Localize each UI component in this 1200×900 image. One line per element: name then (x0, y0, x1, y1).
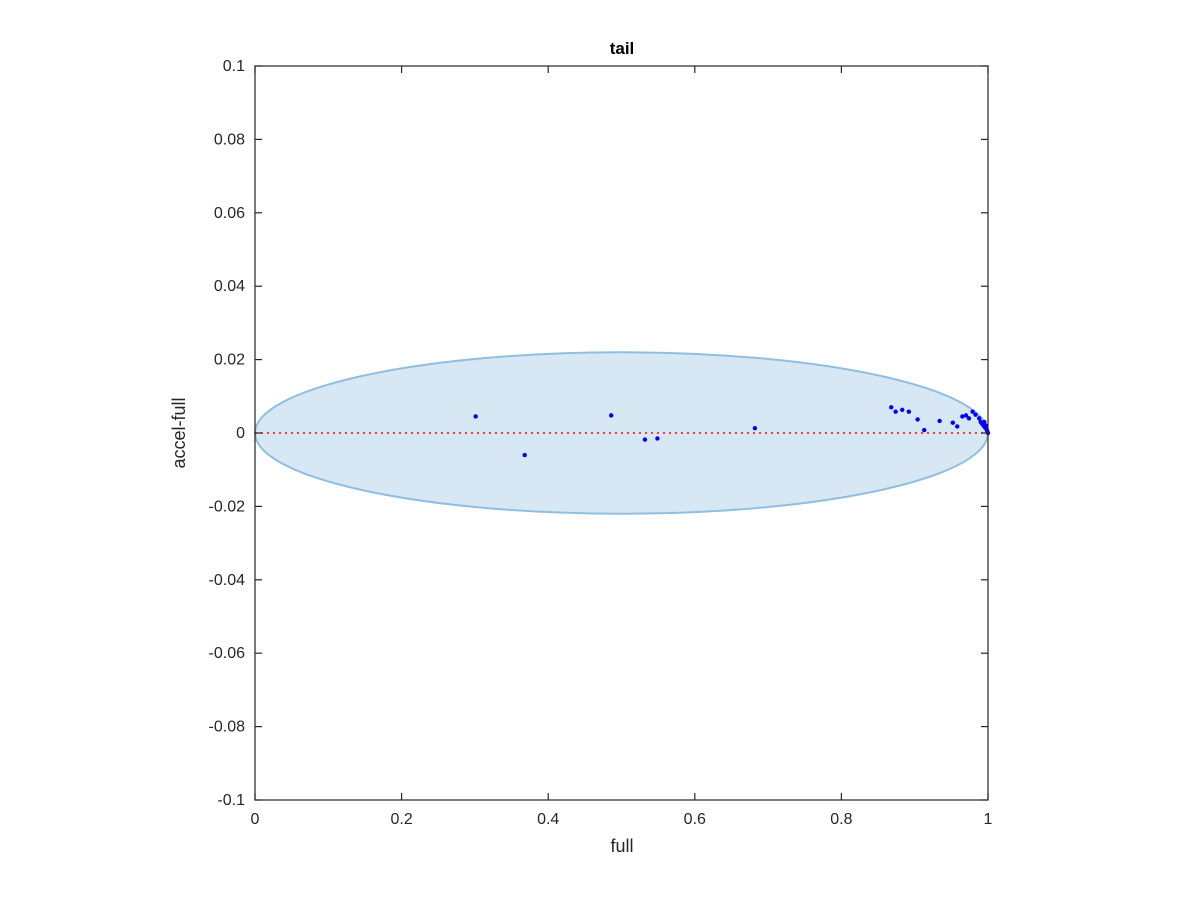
data-point (983, 423, 989, 428)
data-point (966, 416, 972, 421)
x-axis-label: full (610, 836, 633, 856)
x-tick-label: 1 (984, 811, 993, 828)
data-point (906, 409, 912, 414)
data-point (642, 437, 648, 442)
data-point (960, 414, 965, 419)
data-point (609, 413, 614, 418)
y-axis-label: accel-full (169, 397, 189, 468)
data-points (473, 405, 991, 458)
y-tick-label: -0.04 (209, 572, 246, 589)
data-point (982, 419, 987, 425)
x-tick-label: 0.4 (537, 811, 559, 828)
data-point (977, 416, 982, 421)
y-axis: 0.1 0.08 0.06 0.04 0.02 0 -0.02 -0.04 -0.06 -0.08… (209, 58, 988, 809)
x-axis: 0 0.2 0.4 0.6 0.8 1 (251, 66, 993, 828)
chart-title: tail (610, 39, 635, 58)
y-tick-label: 0 (236, 425, 245, 442)
y-tick-label: 0.1 (223, 58, 245, 75)
data-point (473, 414, 478, 419)
data-point (752, 426, 758, 431)
data-point (922, 427, 927, 433)
x-tick-label: 0.8 (830, 811, 852, 828)
y-tick-label: -0.06 (209, 645, 246, 662)
data-point (963, 413, 969, 418)
data-point (889, 405, 894, 410)
data-point (522, 452, 527, 458)
y-tick-label: 0.06 (214, 205, 245, 222)
data-point (893, 409, 898, 414)
plot-area (254, 351, 991, 515)
x-tick-label: 0.2 (390, 811, 412, 828)
data-point (937, 418, 942, 424)
data-point (955, 424, 960, 429)
y-tick-label: -0.1 (217, 792, 245, 809)
y-tick-label: -0.08 (209, 719, 246, 736)
data-point (973, 412, 978, 417)
y-tick-label: -0.02 (209, 498, 246, 515)
data-point (970, 409, 975, 414)
y-tick-label: 0.02 (214, 352, 245, 369)
data-point (915, 417, 920, 422)
y-tick-label: 0.04 (214, 278, 245, 295)
data-point (950, 420, 956, 425)
x-tick-label: 0.6 (684, 811, 706, 828)
data-point (655, 436, 660, 441)
y-tick-label: 0.08 (214, 131, 245, 148)
data-point (900, 407, 905, 413)
x-tick-label: 0 (251, 811, 260, 828)
